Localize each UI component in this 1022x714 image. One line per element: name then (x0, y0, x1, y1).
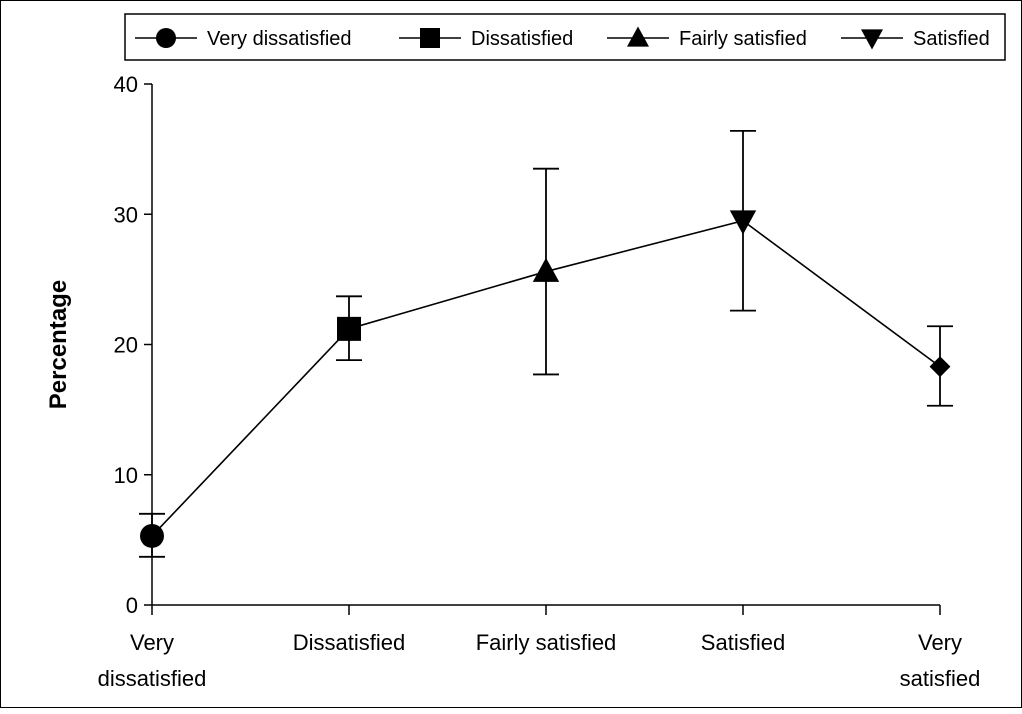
legend-label: Fairly satisfied (679, 28, 807, 50)
legend-marker-square (420, 28, 440, 48)
data-point-square (337, 316, 361, 341)
legend-label: Very dissatisfied (207, 28, 352, 50)
legend-marker-triangle-up (627, 26, 649, 47)
data-point-diamond (929, 356, 951, 378)
x-tick-label: Dissatisfied (293, 630, 405, 655)
data-point-circle (140, 523, 164, 548)
y-tick-label: 20 (114, 333, 138, 358)
y-tick-label: 0 (126, 593, 138, 618)
y-tick-label: 30 (114, 202, 138, 227)
x-tick-label: Satisfied (701, 630, 785, 655)
y-axis-label: Percentage (45, 280, 72, 409)
x-tick-label: Fairly satisfied (476, 630, 617, 655)
legend-box (124, 13, 1006, 61)
axes: 0 10 20 30 40 Very dissatisfied Dissatisfied Fai… (45, 72, 980, 691)
legend-label: Dissatisfied (471, 28, 573, 50)
x-tick-label: Very (130, 630, 174, 655)
x-tick-label: dissatisfied (98, 666, 207, 691)
legend-marker-triangle-down (861, 29, 883, 50)
y-tick-label: 10 (114, 463, 138, 488)
y-tick-label: 40 (114, 72, 138, 97)
x-tick-label: satisfied (900, 666, 981, 691)
legend-marker-circle (156, 28, 176, 48)
data-point-triangle-down (729, 210, 757, 235)
data-point-triangle-up (532, 257, 560, 282)
legend: Very dissatisfied Dissatisfied Fairly sati… (124, 13, 1006, 61)
x-tick-label: Very (918, 630, 962, 655)
legend-label: Satisfied (913, 28, 990, 50)
plot-area (139, 129, 953, 558)
